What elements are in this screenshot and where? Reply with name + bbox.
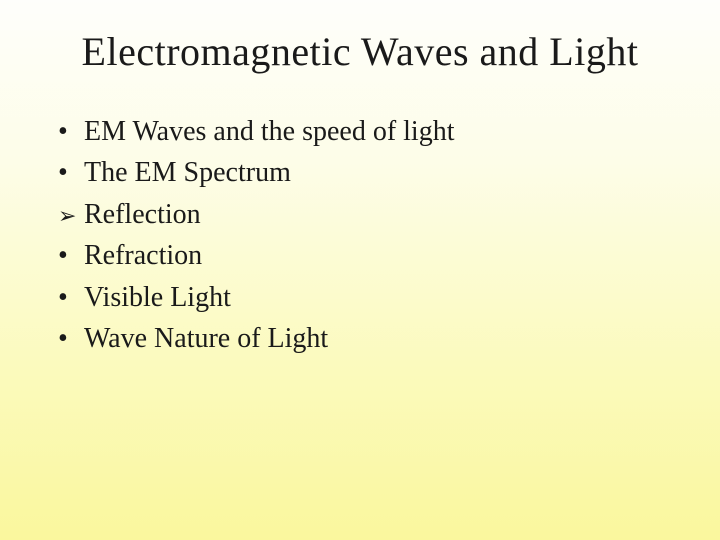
list-item: • Wave Nature of Light (58, 318, 680, 359)
list-item: • The EM Spectrum (58, 152, 680, 193)
slide-container: Electromagnetic Waves and Light • EM Wav… (0, 0, 720, 540)
bullet-icon: • (58, 318, 84, 359)
slide-title: Electromagnetic Waves and Light (40, 28, 680, 75)
bullet-list: • EM Waves and the speed of light • The … (40, 111, 680, 360)
bullet-text: Visible Light (84, 277, 680, 318)
list-item: • EM Waves and the speed of light (58, 111, 680, 152)
list-item: • Refraction (58, 235, 680, 276)
list-item: • Visible Light (58, 277, 680, 318)
bullet-text: Reflection (84, 194, 680, 235)
bullet-text: Refraction (84, 235, 680, 276)
bullet-text: Wave Nature of Light (84, 318, 680, 359)
bullet-icon: • (58, 152, 84, 193)
bullet-text: The EM Spectrum (84, 152, 680, 193)
bullet-icon: • (58, 277, 84, 318)
arrow-icon: ➢ (58, 200, 84, 233)
list-item: ➢ Reflection (58, 194, 680, 235)
bullet-icon: • (58, 111, 84, 152)
bullet-icon: • (58, 235, 84, 276)
bullet-text: EM Waves and the speed of light (84, 111, 680, 152)
